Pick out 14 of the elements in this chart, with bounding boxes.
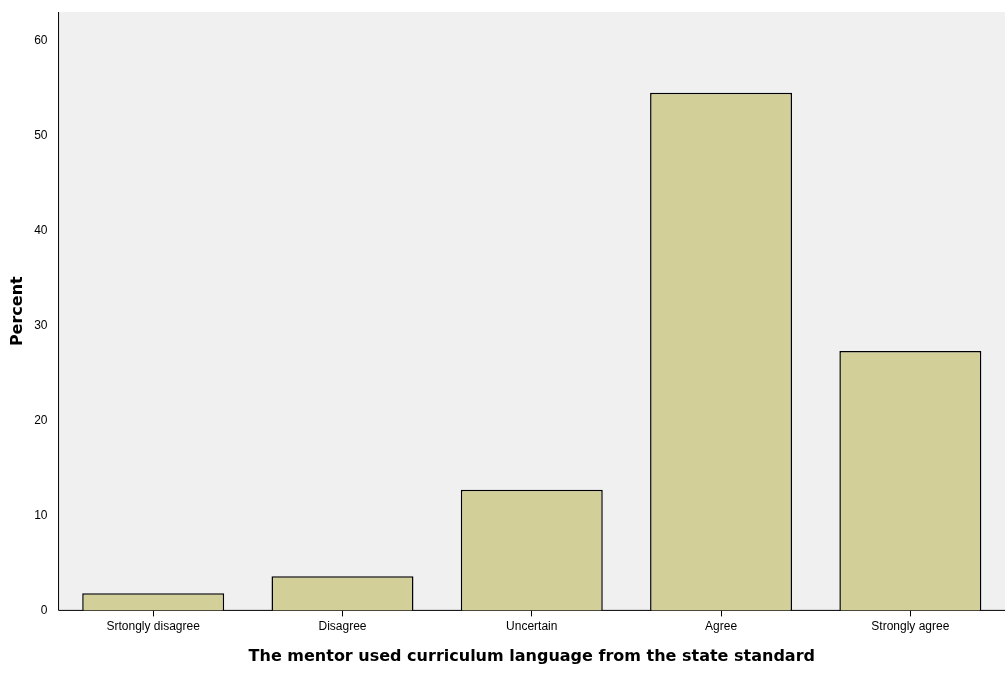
y-tick-label: 60	[34, 32, 48, 47]
y-axis-title: Percent	[6, 275, 26, 347]
x-tick-label: Strongly agree	[871, 618, 950, 633]
x-tick-label: Agree	[705, 618, 738, 633]
x-tick-label: Uncertain	[506, 618, 558, 633]
y-tick-label: 0	[40, 602, 48, 617]
y-tick-label: 20	[34, 412, 48, 427]
x-tick-label: Disagree	[318, 618, 367, 633]
x-tick-label: Srtongly disagree	[106, 618, 201, 633]
x-axis-title: The mentor used curriculum language from the state standard	[248, 645, 815, 665]
y-tick-label: 50	[34, 127, 48, 142]
y-tick-label: 10	[34, 507, 48, 522]
y-tick-label: 40	[34, 222, 48, 237]
y-tick-label: 30	[34, 317, 48, 332]
